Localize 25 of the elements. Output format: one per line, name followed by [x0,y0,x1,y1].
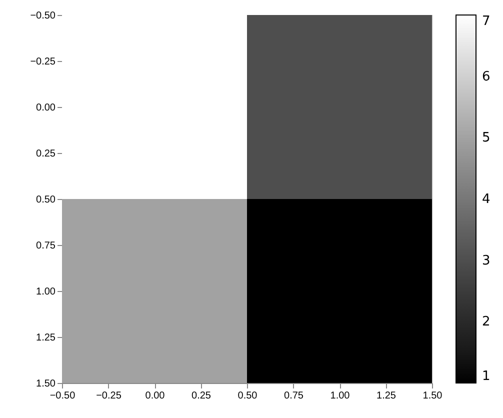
x-tick-label: 1.00 [330,390,350,402]
color-bar-label: 7 [482,14,490,29]
x-tick-label: 0.50 [238,390,258,402]
y-tick-label: −0.25 [30,56,56,68]
x-tick-label: 0.75 [284,390,304,402]
y-tick-label: 0.00 [36,102,56,114]
color-bar-label: 1 [482,369,490,384]
y-tick-label: 0.75 [36,240,56,252]
color-bar-label: 5 [482,130,490,146]
y-tick-label: 0.50 [36,194,56,206]
y-tick-label: 1.00 [36,286,56,298]
x-tick-label: 0.00 [145,390,166,402]
x-tick-label: 0.25 [192,390,212,402]
y-tick-label: 0.25 [36,148,56,160]
x-tick-label: −0.25 [96,390,122,402]
x-tick-label: 1.25 [376,390,396,402]
x-tick-label: −0.50 [50,390,76,402]
y-tick-label: 1.50 [36,378,56,390]
y-tick-label: 1.25 [36,332,56,344]
y-tick-label: −0.50 [30,10,56,22]
color-bar-label: 3 [482,253,490,268]
color-bar-label: 4 [482,192,490,207]
x-tick-label: 1.50 [422,390,443,402]
color-bar-label: 6 [482,69,490,84]
color-bar-label: 2 [482,314,490,330]
